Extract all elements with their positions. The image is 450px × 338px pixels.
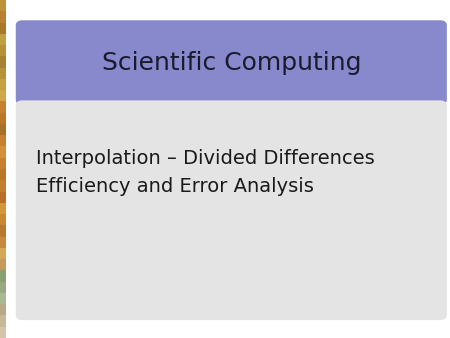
Bar	[0, 146, 6, 158]
Bar	[0, 214, 6, 225]
Bar	[0, 293, 6, 304]
Bar	[0, 45, 6, 56]
Bar	[0, 23, 6, 34]
Bar	[0, 203, 6, 214]
FancyBboxPatch shape	[16, 100, 447, 320]
Bar	[0, 327, 6, 338]
Bar	[0, 56, 6, 68]
Bar	[0, 113, 6, 124]
Bar	[0, 237, 6, 248]
Bar	[0, 270, 6, 282]
FancyBboxPatch shape	[16, 20, 447, 105]
Bar	[0, 248, 6, 259]
Bar	[0, 315, 6, 327]
Bar	[0, 124, 6, 135]
Bar	[0, 169, 6, 180]
Bar	[0, 225, 6, 237]
Bar	[0, 34, 6, 45]
Bar	[0, 158, 6, 169]
Bar	[0, 0, 6, 11]
Bar	[0, 192, 6, 203]
Bar	[0, 11, 6, 23]
Bar	[0, 90, 6, 101]
Bar	[0, 68, 6, 79]
Bar	[0, 79, 6, 90]
Bar	[0, 259, 6, 270]
Text: Scientific Computing: Scientific Computing	[102, 50, 361, 75]
Bar	[0, 304, 6, 315]
Text: Interpolation – Divided Differences
Efficiency and Error Analysis: Interpolation – Divided Differences Effi…	[36, 149, 375, 196]
Bar	[0, 101, 6, 113]
Bar	[0, 282, 6, 293]
Bar	[0, 135, 6, 146]
Bar	[0, 180, 6, 192]
